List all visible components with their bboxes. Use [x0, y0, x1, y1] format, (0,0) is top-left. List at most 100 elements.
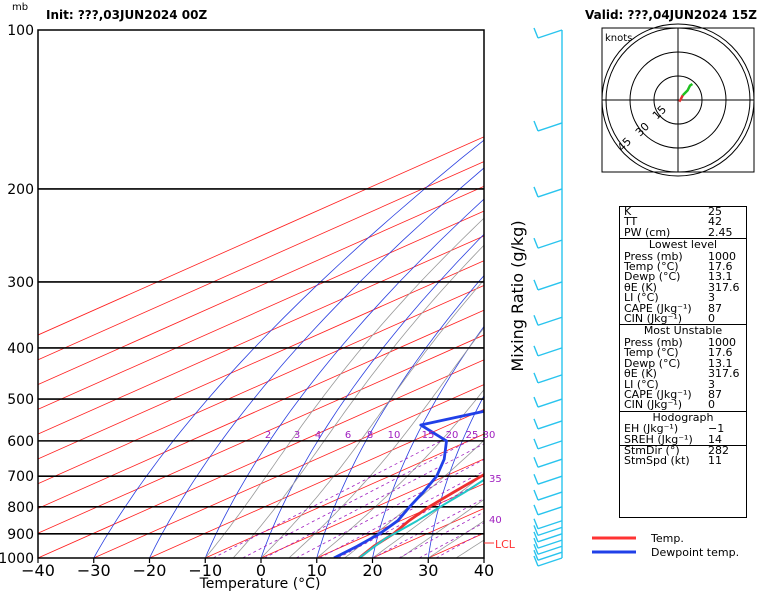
wind-barb: [533, 525, 563, 537]
wind-barb: [533, 418, 563, 430]
x-tick-label: 20: [362, 561, 382, 580]
dry-adiabat-line: [204, 198, 484, 558]
wind-barb: [533, 456, 563, 468]
mixing-ratio-label: 2: [265, 430, 271, 441]
mixing-ratio-label: 15: [422, 430, 435, 441]
y-tick-label: 400: [7, 341, 34, 357]
wind-barb: [533, 549, 563, 561]
index-row-tt: TT 42: [624, 215, 722, 229]
moist-adiabat-line: [400, 498, 484, 558]
moist-adiabat-line: [316, 388, 484, 558]
x-tick-label: −10: [188, 561, 222, 580]
wind-barb: [533, 186, 563, 198]
x-tick-label: 40: [474, 561, 494, 580]
profile-parcel: [358, 478, 484, 558]
most-unstable-title: Most Unstable: [643, 324, 723, 338]
mixing-ratio-side-label: 35: [489, 474, 502, 485]
y-tick-label: 600: [7, 434, 34, 450]
mixing-ratio-line: [296, 459, 484, 558]
mixing-ratio-label: 8: [367, 430, 373, 441]
hodograph-section: Hodograph EH (Jkg⁻¹) −1 SREH (Jkg⁻¹) 14: [620, 410, 746, 445]
isotherm-line: [93, 384, 484, 558]
dry-adiabat-line: [260, 233, 484, 558]
y-tick-label: 500: [7, 392, 34, 408]
most-unstable-section: Most Unstable Press (mb) 1000 Temp (°C) 17…: [620, 324, 746, 411]
wind-barb: [533, 315, 563, 326]
x-tick-label: −30: [77, 561, 111, 580]
valid-time-label: Valid: ???,04JUN2024 15Z: [585, 8, 757, 22]
isotherm-line: [38, 309, 484, 509]
wind-barb: [533, 543, 563, 555]
mixing-ratio-label: 6: [345, 430, 351, 441]
legend-label: Temp.: [650, 532, 684, 545]
wind-barb: [533, 555, 563, 567]
y-tick-label: 200: [7, 182, 34, 198]
mixing-ratio-label: 30: [483, 430, 496, 441]
x-tick-label: 0: [256, 561, 266, 580]
wind-barb: [533, 27, 563, 39]
x-tick-label: −40: [21, 561, 55, 580]
y-tick-label: 800: [7, 500, 34, 516]
mixing-ratio-label: 25: [466, 430, 479, 441]
mixing-ratio-axis-title: Mixing Ratio (g/kg): [508, 220, 527, 371]
isotherm-line: [38, 161, 484, 361]
storm-motion-section: StmDir (°) 282 StmSpd (kt) 11: [620, 445, 746, 467]
isotherm-line: [205, 433, 484, 558]
isotherm-line: [38, 185, 484, 385]
x-axis-title: Temperature (°C): [199, 576, 321, 591]
y-tick-label: 300: [7, 275, 34, 291]
mixing-ratio-label: 3: [294, 430, 300, 441]
hodograph-title: knots: [605, 33, 632, 44]
hodograph-trace-low: [678, 94, 684, 103]
lowest-level-section: Lowest level Press (mb) 1000 Temp (°C) 17.…: [620, 238, 746, 324]
wind-barb: [533, 531, 563, 543]
lowest-level-title: Lowest level: [648, 238, 718, 252]
mixing-ratio-label: 10: [388, 430, 401, 441]
y-tick-label: 700: [7, 469, 34, 485]
profile-dewpointtemp: [333, 409, 484, 558]
isotherm-line: [38, 285, 484, 485]
isotherm-line: [38, 235, 484, 435]
isotherm-line: [38, 210, 484, 410]
index-row-k: K 25: [624, 205, 722, 218]
init-time-label: Init: ???,03JUN2024 00Z: [46, 8, 208, 22]
mixing-ratio-line: [435, 531, 484, 558]
indices-top-section: K 25 TT 42 PW (cm) 2.45: [620, 205, 746, 238]
mixing-ratio-side-label: 40: [489, 515, 502, 526]
lcl-label: LCL: [495, 538, 516, 551]
profile-temp: [358, 473, 484, 558]
isotherm-line: [260, 458, 484, 558]
wind-barb: [533, 396, 563, 408]
wind-barb: [533, 237, 563, 249]
wind-barb: [533, 120, 563, 132]
dry-adiabat-line: [427, 394, 484, 558]
y-tick-label: 900: [7, 527, 34, 543]
x-tick-label: 30: [418, 561, 438, 580]
pressure-unit-label: mb: [12, 2, 28, 13]
mixing-ratio-line: [213, 440, 442, 558]
isotherm-line: [38, 359, 484, 558]
wind-barb: [533, 345, 563, 357]
wind-barb: [533, 438, 563, 450]
moist-adiabat-line: [204, 217, 484, 558]
y-tick-label: 1000: [0, 551, 34, 567]
wind-barb: [533, 372, 563, 384]
moist-adiabat-line: [428, 520, 484, 558]
legend-label: Dewpoint temp.: [651, 546, 739, 559]
moist-adiabat-line: [372, 473, 484, 558]
wind-barb: [533, 473, 563, 485]
wind-barb: [533, 504, 563, 516]
y-tick-label: 100: [7, 23, 34, 39]
wind-barb: [533, 489, 563, 501]
wind-barb: [533, 279, 563, 291]
mixing-ratio-label: 4: [315, 430, 321, 441]
wind-barb: [533, 537, 563, 549]
mixing-ratio-label: 20: [446, 430, 459, 441]
isotherm-line: [38, 334, 484, 534]
x-tick-label: 10: [307, 561, 327, 580]
hodograph-title: Hodograph: [652, 410, 714, 424]
dry-adiabat-line: [316, 275, 484, 558]
hodograph-trace-mid: [681, 82, 694, 97]
isotherm-line: [149, 408, 484, 558]
